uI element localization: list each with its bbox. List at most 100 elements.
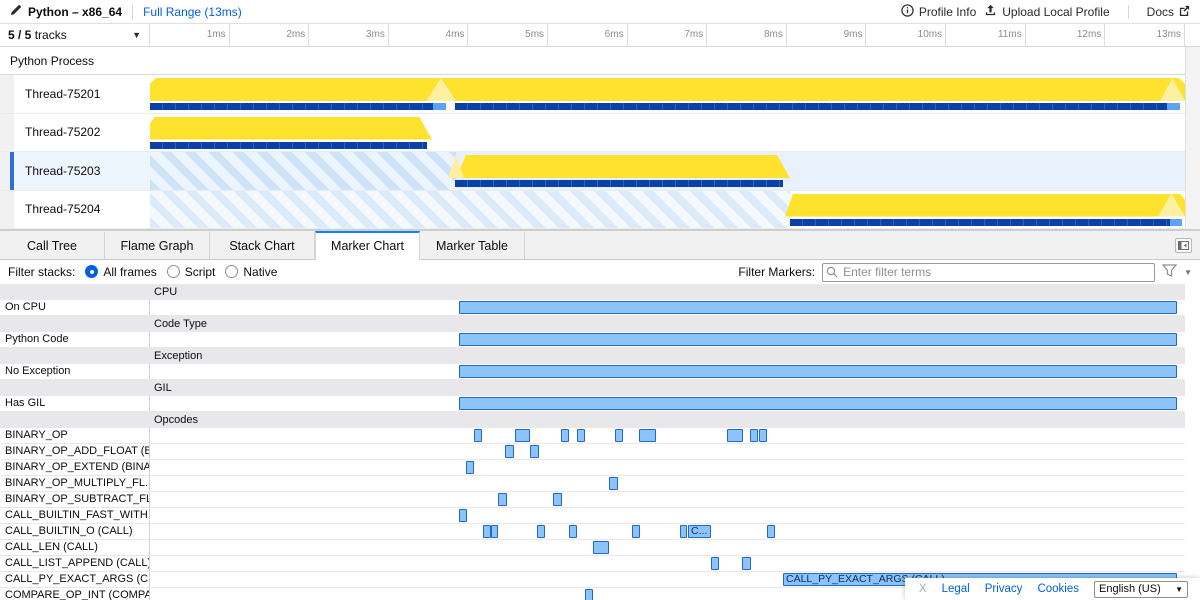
marker-bar[interactable]: [498, 493, 507, 506]
tab-marker-chart[interactable]: Marker Chart: [315, 231, 420, 260]
marker-bar[interactable]: [459, 333, 1177, 346]
marker-bar[interactable]: [483, 525, 491, 538]
radio-native[interactable]: [225, 265, 239, 278]
marker-row-track[interactable]: [150, 460, 1185, 475]
marker-bar[interactable]: [491, 525, 498, 538]
radio-label: Native: [243, 265, 278, 279]
language-select[interactable]: English (US) ▼: [1094, 580, 1188, 598]
track-row-thread-75201[interactable]: Thread-75201: [0, 75, 1185, 114]
marker-bar[interactable]: [530, 445, 539, 458]
marker-bar[interactable]: [569, 525, 577, 538]
sample-bar-segment: [455, 103, 1167, 110]
marker-bar[interactable]: [577, 429, 585, 442]
marker-bar[interactable]: [759, 429, 767, 442]
radio-all-frames[interactable]: [85, 265, 99, 278]
track-activity-graph[interactable]: [150, 152, 1185, 190]
marker-row-track[interactable]: [150, 476, 1185, 491]
footer-link-privacy[interactable]: Privacy: [984, 583, 1023, 595]
track-row-thread-75202[interactable]: Thread-75202: [0, 113, 1185, 152]
track-row-thread-75203[interactable]: Thread-75203: [0, 152, 1185, 191]
marker-bar[interactable]: [639, 429, 656, 442]
marker-row-label: CALL_LEN (CALL): [0, 540, 150, 555]
marker-row: BINARY_OP_EXTEND (BINA...: [0, 460, 1185, 476]
edit-pencil-icon[interactable]: [10, 4, 22, 19]
docs-label: Docs: [1146, 4, 1174, 19]
marker-row-track[interactable]: C...: [150, 524, 1185, 539]
footer-close-button[interactable]: X: [918, 583, 927, 595]
upload-profile-button[interactable]: Upload Local Profile: [984, 4, 1110, 20]
marker-bar[interactable]: [750, 429, 758, 442]
marker-row-label: CALL_LIST_APPEND (CALL): [0, 556, 150, 571]
marker-bar[interactable]: [459, 509, 467, 522]
ruler-gutter: [1185, 24, 1200, 46]
ruler-tick: 6ms: [548, 24, 628, 46]
process-row[interactable]: Python Process: [0, 47, 1185, 75]
tab-flame-graph[interactable]: Flame Graph: [105, 231, 210, 259]
timeline-ruler[interactable]: 1ms 2ms 3ms 4ms 5ms 6ms 7ms 8ms 9ms 10ms 11ms 12ms 1…: [150, 24, 1185, 46]
sidebar-toggle-button[interactable]: [1175, 238, 1192, 253]
track-label[interactable]: Thread-75201: [25, 86, 101, 101]
marker-bar[interactable]: [632, 525, 640, 538]
track-label[interactable]: Thread-75202: [25, 125, 101, 140]
track-row-thread-75204[interactable]: Thread-75204: [0, 190, 1185, 229]
marker-row-track[interactable]: [150, 300, 1185, 315]
marker-bar[interactable]: [711, 557, 719, 570]
marker-bar[interactable]: [680, 525, 687, 538]
tracks-count: 5 / 5: [8, 28, 32, 42]
footer-link-cookies[interactable]: Cookies: [1037, 583, 1079, 595]
tab-marker-table[interactable]: Marker Table: [420, 231, 525, 259]
filter-dropdown-icon[interactable]: ▼: [1184, 267, 1192, 277]
marker-row-track[interactable]: [150, 444, 1185, 459]
marker-row-track[interactable]: [150, 556, 1185, 571]
funnel-icon[interactable]: [1161, 264, 1178, 280]
marker-bar[interactable]: [767, 525, 775, 538]
marker-bar[interactable]: [515, 429, 530, 442]
track-activity-graph[interactable]: [150, 114, 1185, 152]
footer-link-legal[interactable]: Legal: [941, 583, 970, 595]
marker-bar[interactable]: [615, 429, 623, 442]
track-activity-graph[interactable]: [150, 190, 1185, 228]
marker-bar[interactable]: [585, 589, 593, 600]
marker-row-track[interactable]: [150, 396, 1185, 411]
marker-row: BINARY_OP_ADD_FLOAT (B...: [0, 444, 1185, 460]
info-icon: [901, 3, 914, 20]
tab-stack-chart[interactable]: Stack Chart: [210, 231, 315, 259]
marker-bar[interactable]: [459, 301, 1177, 314]
docs-link[interactable]: Docs: [1147, 5, 1190, 19]
marker-row-track[interactable]: [150, 508, 1185, 523]
marker-row-track[interactable]: [150, 428, 1185, 443]
full-range-button[interactable]: Full Range (13ms): [143, 4, 242, 19]
track-label[interactable]: Thread-75203: [25, 163, 101, 178]
marker-row-track[interactable]: [150, 540, 1185, 555]
marker-bar[interactable]: [727, 429, 743, 442]
marker-bar[interactable]: [466, 461, 474, 474]
marker-bar[interactable]: [537, 525, 545, 538]
marker-bar[interactable]: [561, 429, 569, 442]
marker-row-label: BINARY_OP_EXTEND (BINA...: [0, 460, 150, 475]
marker-bar[interactable]: [459, 365, 1177, 378]
marker-bar[interactable]: [459, 397, 1177, 410]
marker-bar[interactable]: [609, 477, 618, 490]
track-label[interactable]: Thread-75204: [25, 202, 101, 217]
marker-bar[interactable]: [474, 429, 482, 442]
marker-bar[interactable]: [505, 445, 514, 458]
marker-row: Has GIL: [0, 396, 1185, 412]
sidebar-toggle-icon: [1178, 241, 1189, 250]
marker-bar[interactable]: [742, 557, 751, 570]
marker-row-track[interactable]: [150, 492, 1185, 507]
track-activity-graph[interactable]: [150, 75, 1185, 113]
track-gutter: [0, 190, 14, 228]
marker-bar[interactable]: [553, 493, 562, 506]
marker-bar[interactable]: [593, 541, 609, 554]
radio-script[interactable]: [166, 265, 180, 278]
tab-call-tree[interactable]: Call Tree: [0, 231, 105, 259]
marker-row-track[interactable]: [150, 364, 1185, 379]
profile-info-button[interactable]: Profile Info: [901, 3, 976, 20]
marker-row-track[interactable]: [150, 588, 1185, 600]
track-scrollbar-gutter[interactable]: [1185, 47, 1200, 229]
marker-bar[interactable]: C...: [688, 525, 711, 538]
tracks-dropdown[interactable]: 5 / 5 tracks ▼: [0, 24, 150, 46]
marker-row-track[interactable]: [150, 332, 1185, 347]
filter-markers-input[interactable]: [822, 262, 1156, 282]
